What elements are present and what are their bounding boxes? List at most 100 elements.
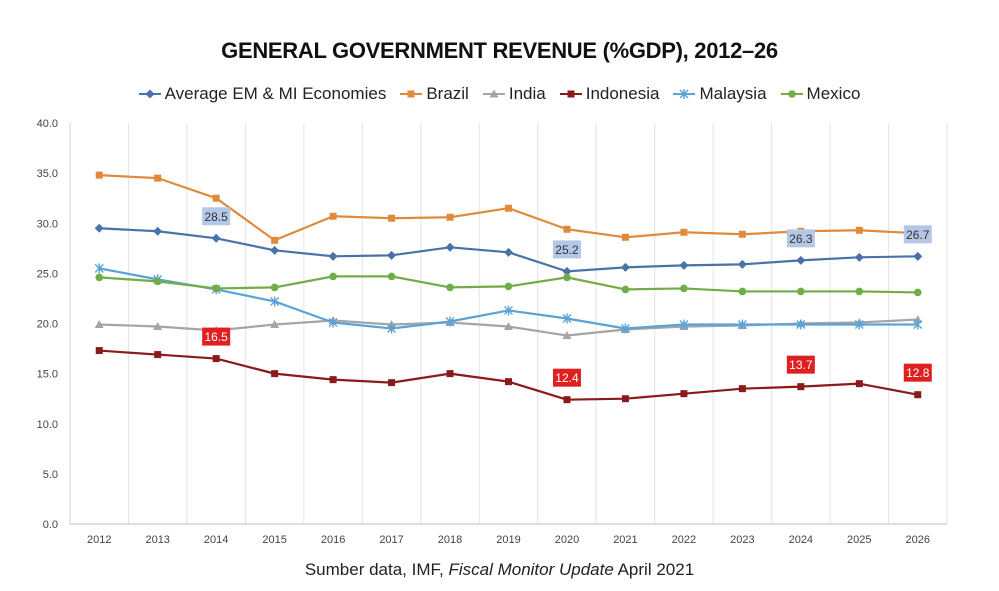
data-point bbox=[504, 282, 513, 291]
data-label-text: 26.3 bbox=[789, 232, 813, 246]
data-label-box bbox=[786, 229, 815, 248]
data-point bbox=[913, 251, 923, 261]
legend-label: Malaysia bbox=[699, 84, 767, 103]
data-point bbox=[620, 262, 630, 272]
data-point bbox=[270, 283, 279, 292]
x-tick-label: 2016 bbox=[321, 534, 345, 546]
data-point bbox=[212, 194, 220, 202]
data-point bbox=[563, 273, 571, 282]
data-point bbox=[855, 226, 863, 234]
data-point bbox=[94, 320, 104, 329]
chart-title: GENERAL GOVERNMENT REVENUE (%GDP), 2012–… bbox=[221, 38, 778, 63]
data-point bbox=[680, 228, 688, 236]
legend-label: Average EM & MI Economies bbox=[164, 84, 387, 103]
x-tick-label: 2026 bbox=[906, 534, 930, 546]
series-line bbox=[99, 267, 918, 330]
source-note: Sumber data, IMF, Fiscal Monitor Update … bbox=[0, 560, 999, 580]
y-tick-label: 25.0 bbox=[37, 268, 58, 280]
data-point bbox=[563, 225, 571, 233]
data-point bbox=[154, 351, 162, 359]
data-point bbox=[620, 323, 630, 334]
legend-item: India bbox=[482, 84, 546, 104]
data-label-text: 25.2 bbox=[555, 243, 579, 257]
data-point bbox=[621, 285, 630, 294]
legend-item: Brazil bbox=[400, 84, 469, 104]
data-point bbox=[95, 273, 104, 282]
data-point bbox=[504, 305, 513, 316]
data-point bbox=[563, 396, 571, 404]
data-point bbox=[797, 287, 805, 296]
data-label-text: 28.5 bbox=[204, 210, 228, 224]
data-label-box bbox=[202, 327, 231, 346]
data-point bbox=[387, 323, 397, 334]
x-tick-label: 2020 bbox=[555, 534, 579, 546]
series-indonesia bbox=[95, 347, 922, 404]
y-tick-label: 30.0 bbox=[37, 218, 58, 230]
data-point bbox=[914, 391, 922, 399]
y-tick-label: 35.0 bbox=[37, 168, 58, 180]
data-point bbox=[270, 245, 280, 255]
data-point bbox=[446, 213, 454, 221]
series-average-em-mi-economies bbox=[94, 223, 923, 276]
x-tick-label: 2014 bbox=[204, 534, 228, 546]
data-point bbox=[489, 89, 499, 98]
legend-item: Average EM & MI Economies bbox=[138, 84, 387, 104]
data-point bbox=[679, 89, 689, 99]
data-point bbox=[271, 236, 279, 244]
data-point bbox=[680, 390, 688, 398]
y-tick-label: 5.0 bbox=[43, 469, 58, 481]
data-point bbox=[504, 247, 513, 257]
data-label-box bbox=[552, 368, 581, 387]
data-point bbox=[621, 395, 629, 403]
data-label-text: 13.7 bbox=[789, 358, 813, 372]
data-point bbox=[567, 90, 575, 98]
data-point bbox=[738, 385, 746, 393]
data-point bbox=[329, 212, 337, 220]
series-malaysia bbox=[94, 263, 923, 334]
data-label: 12.4 bbox=[552, 368, 581, 387]
data-point bbox=[212, 355, 220, 363]
y-tick-label: 0.0 bbox=[43, 519, 58, 531]
data-label-box bbox=[903, 225, 932, 244]
legend-item: Malaysia bbox=[673, 84, 767, 104]
data-point bbox=[562, 266, 572, 276]
x-tick-label: 2022 bbox=[672, 534, 696, 546]
data-point bbox=[388, 379, 396, 387]
data-label: 26.3 bbox=[786, 229, 815, 248]
data-point bbox=[738, 230, 746, 238]
data-label: 28.5 bbox=[202, 207, 231, 226]
legend-swatch bbox=[559, 90, 582, 98]
data-point bbox=[737, 259, 747, 269]
data-point bbox=[270, 320, 280, 329]
legend-swatch bbox=[482, 89, 505, 98]
data-label: 26.7 bbox=[903, 225, 932, 244]
data-point bbox=[446, 283, 454, 292]
x-tick-label: 2025 bbox=[847, 534, 871, 546]
data-point bbox=[94, 263, 104, 274]
data-point bbox=[679, 260, 689, 270]
data-label-text: 12.8 bbox=[906, 366, 930, 380]
legend-swatch bbox=[138, 89, 161, 99]
data-point bbox=[562, 313, 572, 324]
legend-label: India bbox=[508, 84, 546, 103]
data-point bbox=[387, 250, 397, 260]
data-point bbox=[94, 223, 104, 233]
data-point bbox=[153, 322, 163, 331]
data-label: 12.8 bbox=[903, 363, 932, 382]
source-italic: Fiscal Monitor Update bbox=[448, 560, 614, 579]
legend-label: Brazil bbox=[426, 84, 469, 103]
data-point bbox=[445, 242, 455, 252]
data-point bbox=[855, 380, 863, 388]
data-point bbox=[855, 287, 864, 296]
data-point bbox=[154, 174, 162, 182]
data-label-text: 16.5 bbox=[204, 330, 228, 344]
legend-swatch bbox=[673, 89, 696, 99]
data-point bbox=[387, 272, 396, 281]
x-tick-label: 2018 bbox=[438, 534, 462, 546]
x-tick-label: 2015 bbox=[262, 534, 286, 546]
legend-swatch bbox=[780, 90, 803, 98]
data-point bbox=[621, 233, 629, 241]
data-label-box bbox=[786, 355, 815, 374]
data-point bbox=[913, 314, 923, 323]
source-suffix: April 2021 bbox=[613, 560, 695, 579]
